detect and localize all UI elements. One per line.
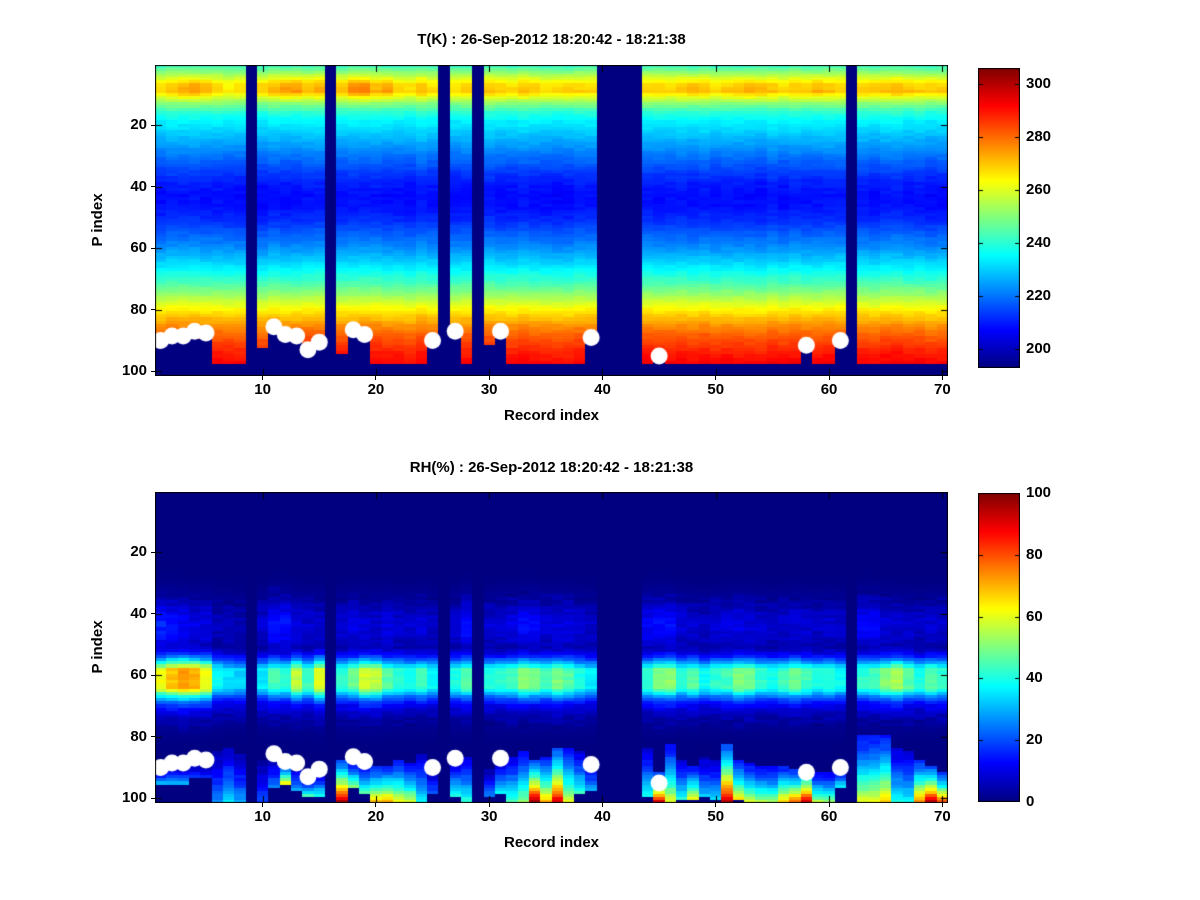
colorbar-tick-label: 280	[1026, 128, 1052, 146]
x-tick-label: 50	[707, 381, 725, 398]
axis-tick-mark	[151, 186, 155, 188]
axis-tick-mark	[828, 803, 830, 807]
axis-tick-mark	[715, 376, 717, 380]
colorbar-tick-label: 200	[1026, 340, 1052, 358]
axis-tick-mark	[828, 376, 830, 380]
axis-tick-mark	[262, 376, 264, 380]
y-tick-label: 100	[121, 789, 147, 807]
temperature-colorbar-canvas	[978, 68, 1020, 368]
y-tick-label: 100	[121, 362, 147, 380]
y-tick-label: 60	[130, 239, 147, 257]
axis-tick-mark	[151, 309, 155, 311]
colorbar-tick-label: 240	[1026, 234, 1052, 252]
axis-tick-mark	[151, 247, 155, 249]
axis-tick-mark	[262, 803, 264, 807]
axis-tick-mark	[151, 736, 155, 738]
y-tick-label: 20	[130, 116, 147, 134]
axis-tick-mark	[375, 376, 377, 380]
y-tick-label: 40	[130, 604, 147, 622]
humidity-plot-title: RH(%) : 26-Sep-2012 18:20:42 - 18:21:38	[409, 459, 694, 476]
axis-tick-mark	[488, 376, 490, 380]
axis-tick-mark	[151, 370, 155, 372]
colorbar-tick-label: 60	[1026, 607, 1043, 625]
axis-tick-mark	[941, 376, 943, 380]
x-tick-label: 60	[820, 808, 838, 825]
colorbar-tick-label: 40	[1026, 669, 1043, 687]
colorbar-tick-label: 20	[1026, 731, 1043, 749]
axis-tick-mark	[941, 803, 943, 807]
x-tick-label: 30	[480, 381, 498, 398]
axis-tick-mark	[151, 551, 155, 553]
y-tick-label: 60	[130, 666, 147, 684]
y-tick-label: 80	[130, 727, 147, 745]
colorbar-tick-label: 300	[1026, 74, 1052, 92]
x-tick-label: 40	[594, 808, 611, 825]
colorbar-tick-label: 0	[1026, 793, 1035, 810]
axis-tick-mark	[151, 613, 155, 615]
axis-tick-mark	[151, 674, 155, 676]
colorbar-tick-label: 80	[1026, 545, 1043, 563]
x-tick-label: 10	[254, 808, 271, 825]
x-tick-label: 70	[933, 808, 951, 825]
temperature-xaxis-label: Record index	[503, 407, 600, 424]
axis-tick-mark	[601, 376, 603, 380]
axis-tick-mark	[151, 124, 155, 126]
axis-tick-mark	[488, 803, 490, 807]
temperature-plot-title: T(K) : 26-Sep-2012 18:20:42 - 18:21:38	[417, 31, 686, 48]
x-tick-label: 20	[367, 381, 385, 398]
temperature-heatmap-canvas	[155, 65, 948, 376]
x-tick-label: 70	[933, 381, 951, 398]
axis-tick-mark	[151, 797, 155, 799]
colorbar-tick-label: 220	[1026, 287, 1052, 305]
x-tick-label: 60	[820, 381, 838, 398]
x-tick-label: 10	[254, 381, 271, 398]
y-tick-label: 40	[130, 177, 147, 195]
humidity-heatmap-canvas	[155, 492, 948, 803]
x-tick-label: 50	[707, 808, 725, 825]
humidity-colorbar-canvas	[978, 493, 1020, 802]
axis-tick-mark	[715, 803, 717, 807]
colorbar-tick-label: 100	[1026, 484, 1052, 501]
axis-tick-mark	[601, 803, 603, 807]
colorbar-tick-label: 260	[1026, 181, 1052, 199]
x-tick-label: 40	[594, 381, 611, 398]
y-tick-label: 80	[130, 300, 147, 318]
axis-tick-mark	[375, 803, 377, 807]
y-tick-label: 20	[130, 543, 147, 561]
x-tick-label: 20	[367, 808, 385, 825]
x-tick-label: 30	[480, 808, 498, 825]
humidity-xaxis-label: Record index	[503, 834, 600, 851]
